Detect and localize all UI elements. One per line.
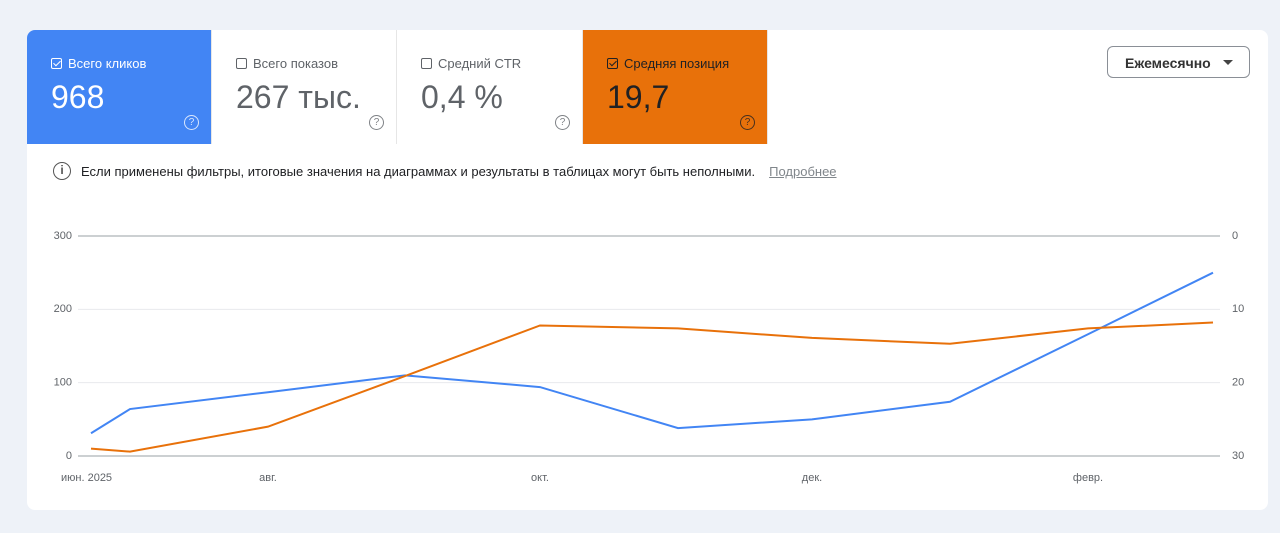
metric-label: Всего показов [253, 56, 338, 71]
learn-more-link[interactable]: Подробнее [769, 163, 837, 179]
metric-label: Средняя позиция [624, 56, 730, 71]
metric-value: 0,4 % [421, 79, 503, 115]
checkbox[interactable] [607, 58, 618, 69]
notice-text: Если применены фильтры, итоговые значени… [81, 163, 756, 179]
metric-value: 19,7 [607, 79, 670, 115]
metric-label: Средний CTR [438, 56, 522, 71]
y2-tick-label: 0 [1232, 230, 1238, 242]
metric-label-row: Средняя позиция [607, 56, 767, 71]
help-icon[interactable]: ? [184, 115, 199, 130]
metric-card[interactable]: Всего кликов 968? [27, 30, 212, 144]
notice: i Если применены фильтры, итоговые значен… [53, 162, 837, 180]
metric-value: 267 тыс. [236, 79, 361, 115]
x-tick-label: дек. [802, 472, 822, 484]
metric-label: Всего кликов [68, 56, 147, 71]
help-icon[interactable]: ? [369, 115, 384, 130]
x-tick-label: авг. [259, 472, 277, 484]
x-tick-label: февр. [1073, 472, 1103, 484]
y-tick-label: 300 [54, 230, 72, 242]
metric-label-row: Всего кликов [51, 56, 211, 71]
panel: Всего кликов 968? Всего показов 267 тыс.? Ср… [27, 30, 1268, 510]
metric-label-row: Всего показов [236, 56, 396, 71]
y2-tick-label: 30 [1232, 450, 1244, 462]
metric-card[interactable]: Средняя позиция 19,7? [583, 30, 768, 144]
metric-card[interactable]: Всего показов 267 тыс.? [212, 30, 397, 144]
help-icon[interactable]: ? [740, 115, 755, 130]
metric-value: 968 [51, 79, 105, 115]
series-line [90, 321, 1214, 453]
period-dropdown[interactable]: Ежемесячно [1107, 46, 1250, 78]
y-tick-label: 100 [54, 377, 72, 389]
metric-label-row: Средний CTR [421, 56, 582, 71]
metric-card[interactable]: Средний CTR 0,4 %? [397, 30, 583, 144]
x-tick-label: окт. [531, 472, 549, 484]
y-tick-label: 200 [54, 303, 72, 315]
checkbox[interactable] [51, 58, 62, 69]
y2-tick-label: 20 [1232, 377, 1244, 389]
y2-tick-label: 10 [1232, 303, 1244, 315]
y-tick-label: 0 [66, 450, 72, 462]
help-icon[interactable]: ? [555, 115, 570, 130]
x-tick-label: июн. 2025 [61, 472, 112, 484]
checkbox[interactable] [236, 58, 247, 69]
info-icon: i [53, 162, 71, 180]
checkbox[interactable] [421, 58, 432, 69]
series-line [90, 271, 1214, 435]
